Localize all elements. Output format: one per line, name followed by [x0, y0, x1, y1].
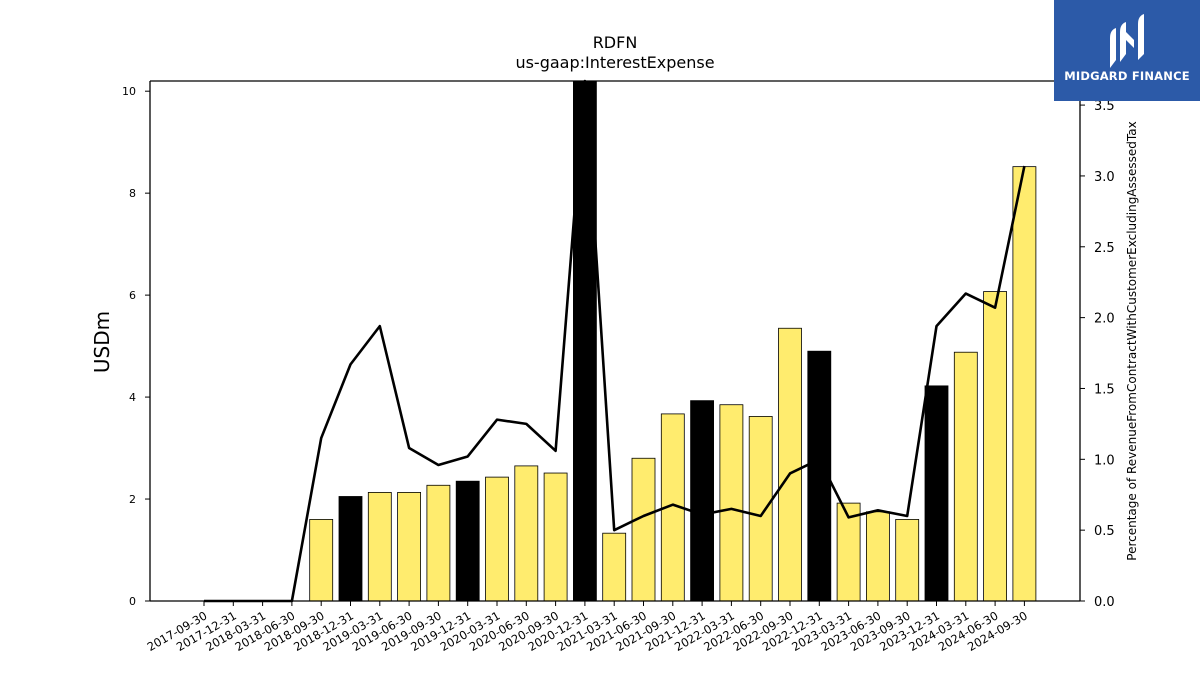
y-tick-label-left: 0 — [129, 595, 136, 608]
y-tick-label-right: 0.0 — [1094, 595, 1115, 610]
bar-2020-06-30 — [514, 465, 539, 602]
y-axis-label-left: USDm — [90, 311, 114, 373]
y-tick-label-right: 2.0 — [1094, 312, 1115, 327]
bar-2021-06-30 — [631, 457, 656, 602]
bar-2023-06-30 — [866, 511, 890, 602]
percentage-line — [204, 79, 1026, 603]
logo-text: MIDGARD FINANCE — [1064, 69, 1190, 83]
bar-2018-09-30 — [309, 519, 334, 602]
bar-2019-09-30 — [426, 484, 451, 602]
bar-2019-12-31 — [455, 480, 480, 602]
midgard-logo-icon — [1110, 14, 1144, 68]
y-tick-label-right: 1.5 — [1094, 382, 1115, 397]
y-tick-label-left: 4 — [129, 391, 136, 404]
bar-2018-12-31 — [338, 496, 363, 602]
y-tick-label-left: 10 — [122, 85, 136, 98]
bar-2020-09-30 — [543, 472, 568, 602]
bar-2021-12-31 — [690, 400, 714, 602]
bar-2024-09-30 — [1012, 166, 1037, 602]
chart-title: RDFN — [593, 33, 638, 52]
bar-2022-06-30 — [748, 416, 773, 602]
chart-subtitle: us-gaap:InterestExpense — [515, 53, 714, 72]
y-tick-label-right: 1.0 — [1094, 453, 1115, 468]
bar-2023-12-31 — [924, 385, 949, 602]
line-series — [204, 79, 1026, 603]
y-tick-label-right: 0.5 — [1094, 524, 1115, 539]
bar-2022-09-30 — [778, 327, 802, 602]
y-axis-label-right: Percentage of RevenueFromContractWithCus… — [1125, 121, 1139, 560]
bar-series — [309, 80, 1037, 602]
y-tick-label-right: 3.5 — [1094, 99, 1115, 114]
y-tick-label-right: 2.5 — [1094, 241, 1115, 256]
bar-2024-06-30 — [983, 291, 1007, 602]
brand-logo: MIDGARD FINANCE — [1054, 0, 1200, 101]
bar-2019-03-31 — [367, 492, 392, 602]
y-tick-label-right: 3.0 — [1094, 170, 1115, 185]
y-tick-label-left: 2 — [129, 493, 136, 506]
bar-2024-03-31 — [953, 351, 978, 602]
bar-2023-09-30 — [895, 519, 920, 602]
bar-2020-12-31 — [573, 80, 597, 602]
y-tick-label-left: 6 — [129, 289, 136, 302]
bar-2019-06-30 — [397, 492, 422, 602]
y-tick-label-left: 8 — [129, 187, 136, 200]
bar-2021-03-31 — [602, 532, 627, 602]
bar-2020-03-31 — [485, 476, 509, 602]
bar-2022-03-31 — [719, 404, 744, 602]
